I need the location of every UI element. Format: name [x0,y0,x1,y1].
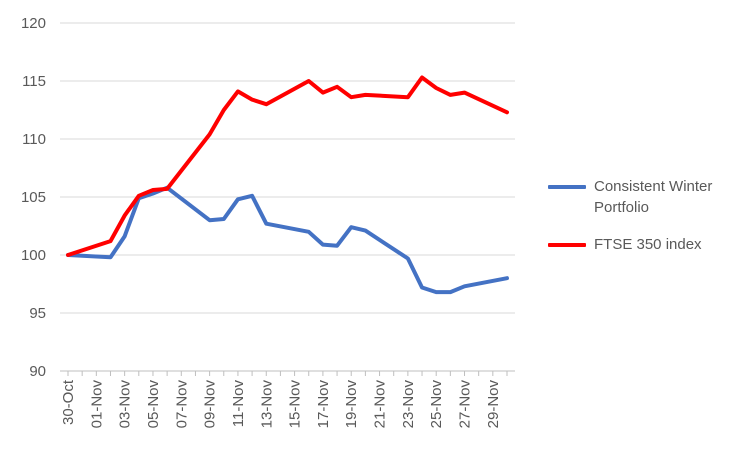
series-line-ftse [66,75,509,257]
y-tick-label: 120 [21,15,46,32]
legend-swatch-ftse [548,243,586,247]
x-tick-label: 29-Nov [485,380,502,429]
legend-label-portfolio: Consistent Winter Portfolio [594,178,713,216]
series-line-portfolio [66,185,509,295]
legend: Consistent Winter Portfolio FTSE 350 ind… [548,176,748,271]
x-tick-label: 25-Nov [428,380,445,429]
legend-swatch-portfolio [548,185,586,189]
y-tick-label: 95 [29,305,46,322]
x-tick-label: 27-Nov [457,380,474,429]
legend-item-ftse: FTSE 350 index [548,234,748,255]
gridlines [60,22,515,372]
series-lines [66,75,509,295]
y-tick-label: 90 [29,363,46,380]
x-tick-label: 07-Nov [173,380,190,429]
x-tick-label: 19-Nov [343,380,360,429]
y-axis: 90 95 100 105 110 115 120 [21,15,46,380]
x-tick-label: 13-Nov [258,380,275,429]
x-tick-label: 23-Nov [400,380,417,429]
x-tick-label: 30-Oct [60,379,77,425]
x-axis: 30-Oct 01-Nov 03-Nov 05-Nov 07-Nov 09-Nov 11-N… [60,371,508,429]
y-tick-label: 100 [21,247,46,264]
y-tick-label: 105 [21,189,46,206]
x-tick-label: 17-Nov [315,380,332,429]
x-tick-label: 09-Nov [202,380,219,429]
x-tick-label: 05-Nov [145,380,162,429]
x-tick-label: 21-Nov [372,380,389,429]
x-tick-label: 03-Nov [117,380,134,429]
x-tick-label: 11-Nov [230,380,247,428]
legend-label-ftse: FTSE 350 index [594,236,702,253]
x-tick-label: 15-Nov [287,380,304,429]
y-tick-label: 110 [22,131,46,148]
x-tick-label: 01-Nov [88,380,105,429]
y-tick-label: 115 [22,73,46,90]
legend-item-portfolio: Consistent Winter Portfolio [548,176,748,218]
